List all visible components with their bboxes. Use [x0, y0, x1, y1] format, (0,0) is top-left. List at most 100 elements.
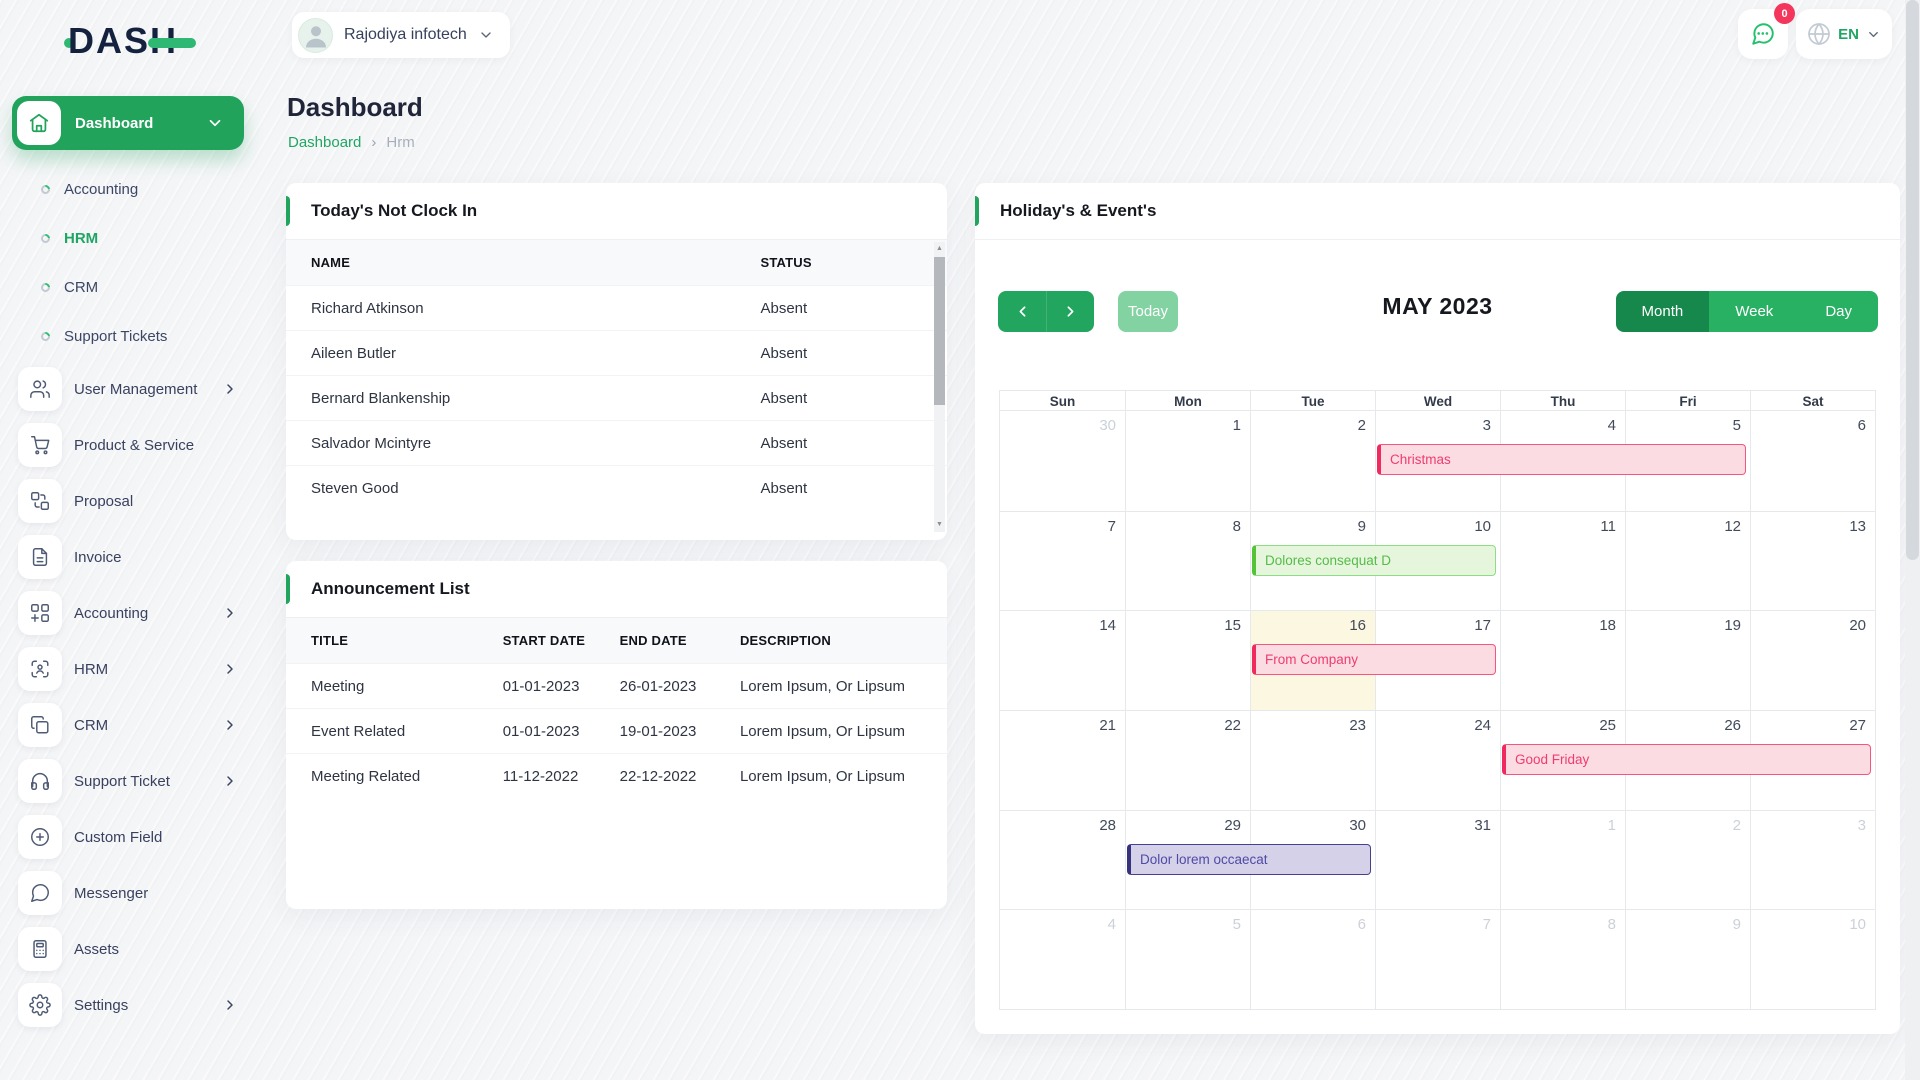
calendar-day[interactable]: 8 — [1500, 910, 1625, 1009]
sidebar-item-messenger[interactable]: Messenger — [12, 865, 244, 921]
calendar-day[interactable]: 2 — [1625, 810, 1750, 910]
chevron-right-icon — [222, 997, 238, 1013]
calendar-view-day-button[interactable]: Day — [1799, 291, 1878, 332]
calendar-event[interactable]: Good Friday — [1501, 743, 1871, 775]
breadcrumb-dashboard-link[interactable]: Dashboard — [288, 134, 362, 151]
breadcrumb-current: Hrm — [386, 134, 415, 151]
announcement-table: TITLE START DATE END DATE DESCRIPTION Meeti… — [286, 618, 947, 799]
calendar-day[interactable]: 12 — [1625, 511, 1750, 611]
accounting-icon — [29, 602, 51, 624]
calendar-day[interactable]: 20 — [1750, 611, 1875, 710]
custom-field-icon — [29, 826, 51, 848]
calendar-day[interactable]: 4 — [1107, 916, 1116, 934]
calendar-day[interactable]: 30 — [1099, 417, 1116, 434]
calendar-day[interactable]: 9 — [1625, 910, 1750, 1009]
calendar-day[interactable]: 22 — [1125, 710, 1250, 810]
calendar-day[interactable]: 10 — [1750, 910, 1875, 1009]
icon-box — [18, 927, 62, 971]
sidebar-item-dashboard[interactable]: Dashboard — [12, 96, 244, 150]
calendar-day[interactable]: 25 — [1500, 710, 1625, 810]
calendar-day[interactable]: 1 — [1500, 810, 1625, 910]
calendar-prev-button[interactable] — [998, 291, 1046, 332]
calendar-event[interactable]: Dolor lorem occaecat — [1126, 843, 1371, 875]
calendar-view-week-button[interactable]: Week — [1709, 291, 1800, 332]
calendar-day[interactable]: 3 — [1375, 411, 1500, 511]
calendar-day[interactable]: 24 — [1375, 710, 1500, 810]
employee-status: Absent — [735, 285, 947, 331]
calendar-day[interactable]: 13 — [1750, 511, 1875, 611]
company-selector[interactable]: Rajodiya infotech — [292, 12, 510, 58]
sidebar-item-custom-field[interactable]: Custom Field — [12, 809, 244, 865]
sidebar-item-accounting[interactable]: Accounting — [12, 585, 244, 641]
page-scrollbar-thumb[interactable] — [1906, 0, 1919, 560]
calendar-day[interactable]: 3 — [1750, 810, 1875, 910]
calendar-card-header: Holiday's & Event's — [975, 183, 1900, 240]
sidebar-item-hrm[interactable]: HRM — [12, 641, 244, 697]
announcement-title: Event Related — [286, 708, 478, 754]
icon-box — [18, 423, 62, 467]
calendar-week-row: 28 29 30 31 1 2 3 Dolor lorem occaecat — [1000, 809, 1875, 910]
calendar-view-switcher: Month Week Day — [1615, 291, 1878, 332]
sidebar-item-support-ticket[interactable]: Support Ticket — [12, 753, 244, 809]
calendar-today-button[interactable]: Today — [1118, 291, 1178, 332]
calendar-week-row: 4 5 6 7 8 9 10 — [1000, 909, 1875, 1009]
proposal-icon — [29, 490, 51, 512]
calendar-day[interactable]: 6 — [1250, 910, 1375, 1009]
sidebar-item-accounting[interactable]: Accounting — [12, 165, 244, 214]
sidebar-item-hrm[interactable]: HRM — [12, 214, 244, 263]
announcement-title: Meeting — [286, 663, 478, 709]
announcement-end-date: 19-01-2023 — [594, 708, 715, 754]
scroll-up-icon[interactable]: ▲ — [936, 245, 943, 252]
calendar-day[interactable]: 28 — [1099, 816, 1116, 834]
calendar-day[interactable]: 31 — [1375, 810, 1500, 910]
calendar-event[interactable]: Christmas — [1377, 444, 1746, 475]
chevron-down-icon — [1866, 27, 1881, 42]
calendar-day[interactable]: 9 — [1250, 511, 1375, 611]
users-icon — [29, 378, 51, 400]
calendar-day[interactable]: 5 — [1125, 910, 1250, 1009]
calendar-event[interactable]: Dolores consequat D — [1251, 544, 1496, 576]
calendar-day[interactable]: 14 — [1099, 617, 1116, 635]
company-name: Rajodiya infotech — [344, 26, 467, 43]
calendar-day[interactable]: 29 — [1125, 810, 1250, 910]
sidebar-item-assets[interactable]: Assets — [12, 921, 244, 977]
calendar-day[interactable]: 18 — [1500, 611, 1625, 710]
sidebar-item-proposal[interactable]: Proposal — [12, 473, 244, 529]
scrollbar-thumb[interactable] — [934, 257, 945, 405]
calendar-day[interactable]: 7 — [1107, 517, 1116, 535]
sidebar-item-invoice[interactable]: Invoice — [12, 529, 244, 585]
clockin-table-scrollbar[interactable]: ▲ ▼ — [934, 242, 945, 532]
assets-icon — [29, 938, 51, 960]
icon-box — [18, 759, 62, 803]
announcement-description: Lorem Ipsum, Or Lipsum — [714, 753, 947, 799]
calendar-day[interactable]: 2 — [1250, 411, 1375, 511]
sidebar-item-user-management[interactable]: User Management — [12, 361, 244, 417]
sidebar-item-crm[interactable]: CRM — [12, 697, 244, 753]
calendar-day[interactable]: 8 — [1125, 511, 1250, 611]
announcement-start-date: 11-12-2022 — [477, 753, 595, 799]
scroll-down-icon[interactable]: ▼ — [936, 521, 943, 528]
calendar-day[interactable]: 21 — [1099, 716, 1116, 734]
sidebar-item-crm[interactable]: CRM — [12, 263, 244, 312]
sidebar-item-label: Support Ticket — [74, 772, 170, 790]
calendar-view-month-button[interactable]: Month — [1615, 291, 1710, 332]
calendar-day[interactable]: 19 — [1625, 611, 1750, 710]
clockin-table: NAME STATUS Richard Atkinson Absent Aileen … — [286, 240, 947, 511]
calendar-day[interactable]: 23 — [1250, 710, 1375, 810]
calendar-event[interactable]: From Company — [1251, 644, 1496, 676]
sidebar-item-support-tickets[interactable]: Support Tickets — [12, 312, 244, 361]
calendar-day[interactable]: 15 — [1125, 611, 1250, 710]
calendar-day[interactable]: 7 — [1375, 910, 1500, 1009]
calendar-day[interactable]: 6 — [1750, 411, 1875, 511]
calendar-day[interactable]: 1 — [1125, 411, 1250, 511]
sidebar-item-product-service[interactable]: Product & Service — [12, 417, 244, 473]
calendar-day[interactable]: 11 — [1500, 511, 1625, 611]
icon-box — [18, 871, 62, 915]
calendar-next-button[interactable] — [1046, 291, 1094, 332]
page-scrollbar[interactable] — [1905, 0, 1920, 1080]
breadcrumb-separator-icon: › — [371, 134, 377, 151]
messages-button[interactable]: 0 — [1738, 3, 1795, 59]
sidebar-item-settings[interactable]: Settings — [12, 977, 244, 1033]
language-selector[interactable]: EN — [1796, 9, 1892, 59]
clockin-card: Today's Not Clock In NAME STATUS Richard … — [286, 183, 947, 540]
